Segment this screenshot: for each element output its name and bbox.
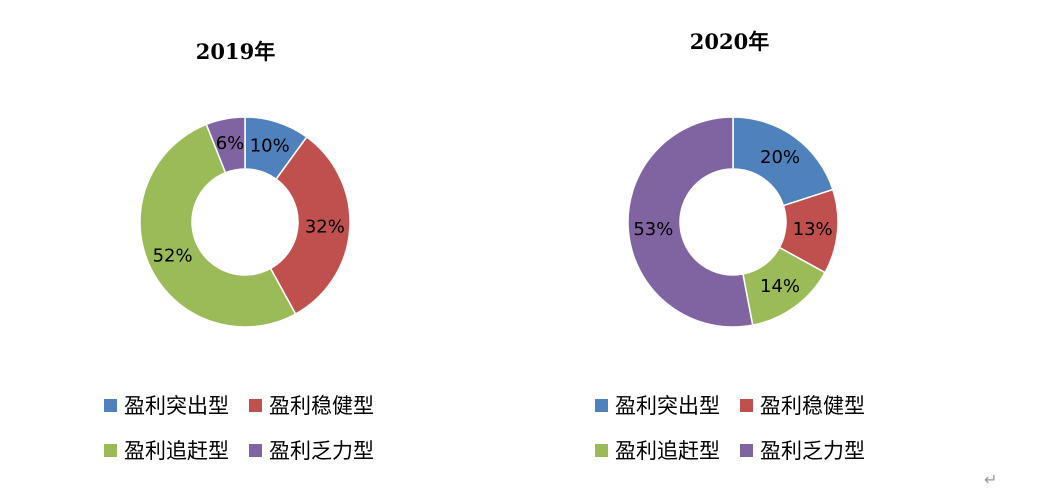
donut-plot: 20% 13% 14% 53% [627,116,839,328]
legend-swatch [595,398,608,412]
slice-data-label: 53% [633,219,673,240]
slice-data-label: 32% [305,217,345,238]
legend-swatch [595,443,608,457]
donut-slice [732,116,834,207]
legend-item: 盈利乏力型 [249,435,374,465]
slice-data-label: 10% [250,135,290,156]
legend-swatch [740,398,753,412]
legend-label: 盈利追赶型 [615,439,720,463]
legend-label: 盈利乏力型 [760,439,865,463]
donut-slice [139,123,297,328]
donut-chart-2019: 2019年 10% 32% 52% 6% 盈利突出型 盈利稳健型盈利追赶型 盈利乏力型 [104,39,374,465]
legend-item: 盈利突出型 [595,390,720,420]
legend-swatch [104,443,117,457]
chart-title: 2019年 [195,39,276,64]
legend-item: 盈利稳健型 [740,390,865,420]
slice-data-label: 20% [760,147,800,168]
chart-title: 2020年 [689,29,770,54]
legend-swatch [104,398,117,412]
legend-label: 盈利稳健型 [760,394,865,418]
legend-item: 盈利追赶型 [595,435,720,465]
legend-label: 盈利突出型 [615,394,720,418]
legend-label: 盈利稳健型 [269,394,374,418]
donut-slice [269,136,351,316]
legend-item: 盈利追赶型 [104,435,229,465]
legend-label: 盈利突出型 [124,394,229,418]
legend-swatch [740,443,753,457]
donut-plot: 10% 32% 52% 6% [139,116,351,328]
legend-item: 盈利稳健型 [249,390,374,420]
paragraph-mark-icon: ↵ [984,470,998,489]
legend-label: 盈利乏力型 [269,439,374,463]
legend-swatch [249,443,262,457]
legend-item: 盈利突出型 [104,390,229,420]
legend-item: 盈利乏力型 [740,435,865,465]
slice-data-label: 13% [793,219,833,240]
legend-label: 盈利追赶型 [124,439,229,463]
donut-chart-2020: 2020年 20% 13% 14% 53% 盈利突出型 盈利稳健型盈利追赶型 盈利乏力型 [521,0,1042,502]
slice-data-label: 14% [760,276,800,297]
legend-swatch [249,398,262,412]
slice-data-label: 6% [216,133,245,154]
slice-data-label: 52% [153,246,193,267]
donut-slice [205,116,246,174]
donut-slice [627,116,754,328]
